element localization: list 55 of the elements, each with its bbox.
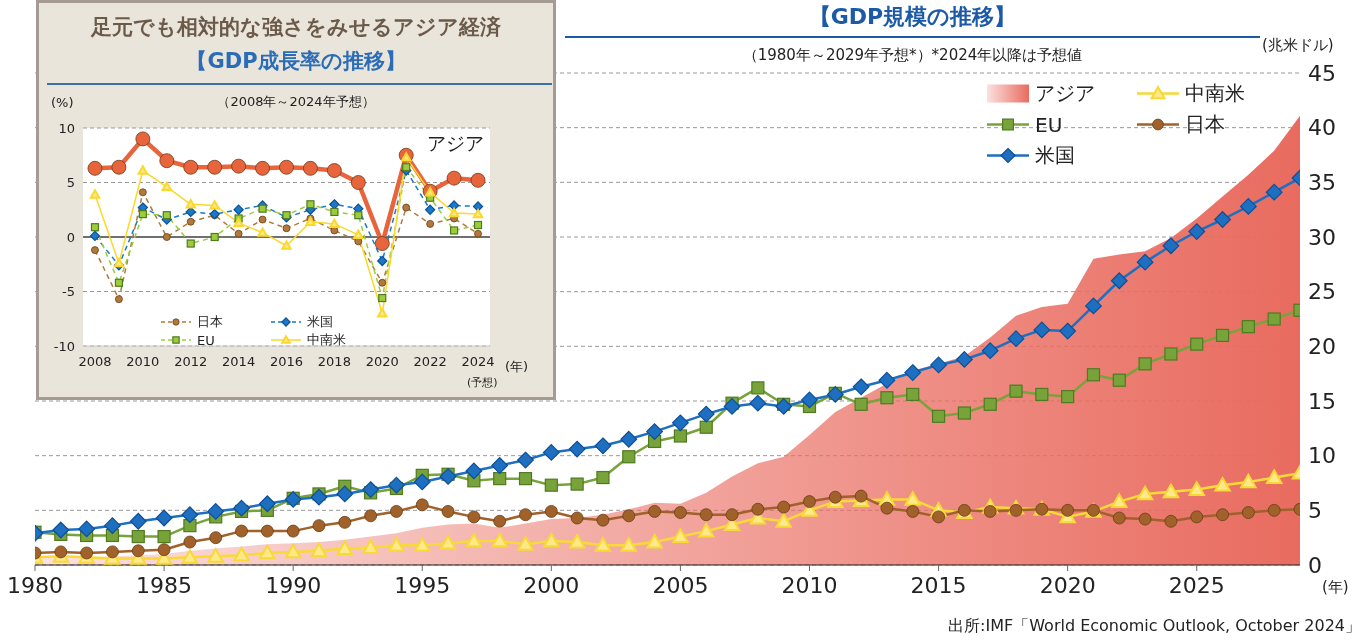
legend-label: 中南米 xyxy=(307,331,346,349)
legend-label: 米国 xyxy=(307,313,333,331)
x-tick-label: 1995 xyxy=(394,573,451,598)
legend-label: アジア xyxy=(1035,80,1095,107)
x-tick-label: 2022 xyxy=(413,354,447,369)
x-tick-label: 2025 xyxy=(1168,573,1225,598)
y-tick-label: 20 xyxy=(1308,334,1336,360)
annotation: (予想) xyxy=(467,375,498,390)
chart-subtitle: （1980年～2029年予想*）*2024年以降は予想値 xyxy=(741,46,1084,65)
y-tick-label: 15 xyxy=(1308,388,1336,414)
x-tick-label: 2005 xyxy=(652,573,709,598)
x-tick-label: 2015 xyxy=(910,573,967,598)
y-tick-label: 10 xyxy=(1308,443,1336,469)
legend-label: EU xyxy=(1035,112,1063,137)
text: 出所:IMF「World Economic Outlook, October 2024」 xyxy=(948,616,1361,637)
y-tick-label: 45 xyxy=(1308,60,1336,86)
y-tick-label: -10 xyxy=(53,338,75,354)
x-tick-label: 2014 xyxy=(222,354,256,369)
chart-title: 足元でも相対的な強さをみせるアジア経済 xyxy=(89,14,502,41)
y-tick-label: 0 xyxy=(1308,552,1322,578)
x-tick-label: 2024 xyxy=(461,354,495,369)
x-tick-label: 1990 xyxy=(265,573,322,598)
annotation: アジア xyxy=(427,131,484,156)
x-tick-label: 1985 xyxy=(136,573,193,598)
legend-label: 中南米 xyxy=(1185,80,1245,107)
y-tick-label: 40 xyxy=(1308,115,1336,141)
x-axis-title: (年) xyxy=(1322,578,1349,597)
x-tick-label: 2018 xyxy=(317,354,351,369)
y-tick-label: 10 xyxy=(58,120,75,136)
x-tick-label: 2016 xyxy=(269,354,304,369)
chart-subtitle: 【GDP成長率の推移】 xyxy=(185,48,407,75)
legend-label: 日本 xyxy=(197,313,223,331)
x-tick-label: 2008 xyxy=(78,354,112,369)
y-tick-label: 5 xyxy=(66,175,75,191)
x-tick-label: 2012 xyxy=(174,354,208,369)
x-tick-label: 2020 xyxy=(365,354,399,369)
y-axis-title: (%) xyxy=(51,95,74,110)
annotation: （2008年～2024年予想） xyxy=(217,94,375,109)
x-tick-label: 2010 xyxy=(781,573,838,598)
x-tick-label: 2020 xyxy=(1039,573,1096,598)
y-tick-label: 0 xyxy=(66,229,75,245)
y-tick-label: 35 xyxy=(1308,170,1336,196)
x-tick-label: 1980 xyxy=(7,573,63,598)
y-tick-label: -5 xyxy=(62,284,75,300)
x-tick-label: 2010 xyxy=(126,354,160,369)
y-tick-label: 5 xyxy=(1308,498,1322,524)
y-axis-title: (兆米ドル) xyxy=(1262,36,1334,55)
legend-label: EU xyxy=(197,332,215,348)
y-tick-label: 30 xyxy=(1308,224,1336,250)
x-tick-label: 2000 xyxy=(523,573,580,598)
x-axis-title: (年) xyxy=(505,358,529,376)
legend-label: 日本 xyxy=(1185,111,1225,138)
chart-title: 【GDP規模の推移】 xyxy=(807,3,1018,31)
legend-label: 米国 xyxy=(1035,142,1075,169)
y-tick-label: 25 xyxy=(1308,279,1336,305)
